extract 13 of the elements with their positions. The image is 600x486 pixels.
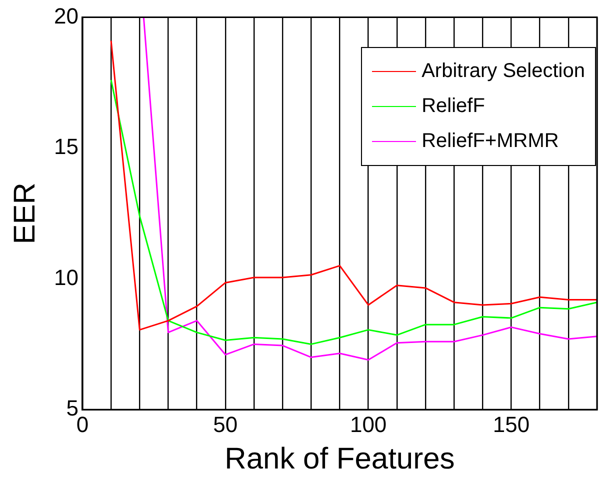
x-tick-label: 150 — [492, 412, 530, 437]
x-tick-label: 0 — [76, 412, 89, 437]
y-tick-label: 5 — [66, 396, 78, 421]
x-tick-label: 50 — [213, 412, 238, 437]
x-axis-title: Rank of Features — [224, 442, 455, 476]
y-tick-label: 15 — [54, 134, 78, 160]
x-tick-label: 100 — [350, 412, 387, 437]
legend-label: ReliefF — [422, 94, 485, 120]
legend-label: ReliefF+MRMR — [422, 129, 559, 154]
legend-label: Arbitrary Selection — [422, 59, 585, 84]
y-tick-label: 20 — [54, 3, 78, 28]
y-tick-label: 10 — [54, 264, 78, 290]
y-axis-title: EER — [8, 182, 42, 244]
